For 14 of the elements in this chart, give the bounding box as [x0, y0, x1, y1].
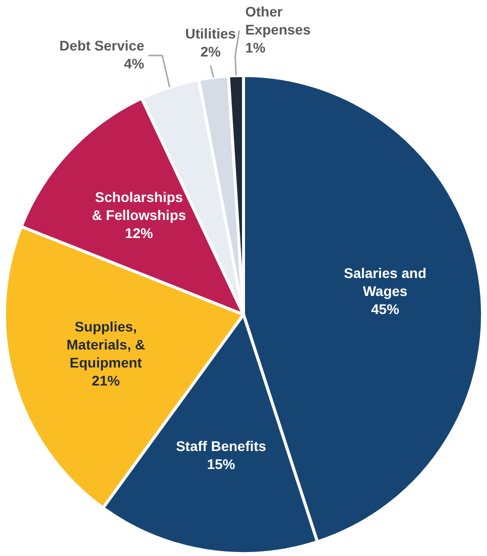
- slice-label: Scholarships & Fellowships: [92, 189, 186, 224]
- slice-label: Utilities: [185, 25, 236, 42]
- slice-label: Supplies, Materials, & Equipment: [66, 318, 146, 370]
- data-label: 12%: [124, 225, 154, 242]
- data-label: 45%: [371, 300, 400, 317]
- slice-label: Staff Benefits: [176, 438, 266, 454]
- data-label: 1%: [245, 39, 266, 56]
- slice-label: Salaries and Wages: [344, 264, 426, 299]
- data-label: 4%: [124, 55, 145, 72]
- data-label: 15%: [207, 456, 236, 472]
- slice-label: Other Expenses: [245, 3, 311, 38]
- slice-label: Debt Service: [59, 37, 144, 54]
- data-label: 2%: [200, 43, 222, 60]
- data-label: 21%: [92, 372, 120, 388]
